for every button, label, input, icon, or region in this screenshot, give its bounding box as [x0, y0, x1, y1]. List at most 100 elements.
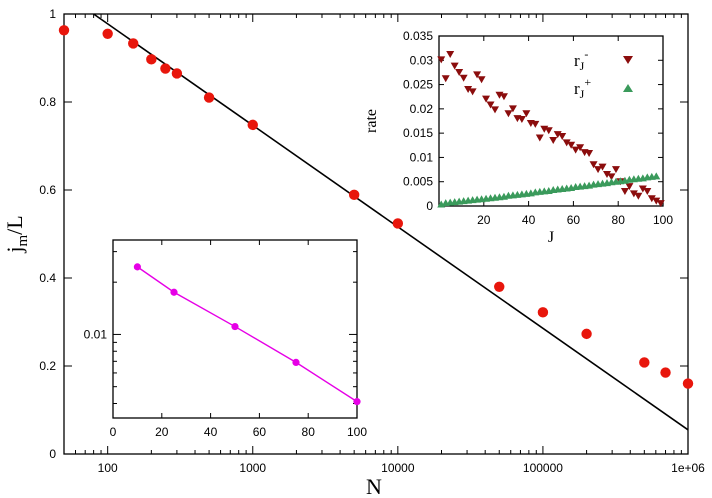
main-data-point [682, 378, 694, 389]
decay-inset-y-tick-label: 0.01 [84, 327, 108, 341]
decay-inset-point [133, 263, 141, 271]
rate-minus-point [499, 93, 508, 101]
decay-inset-x-tick-label: 20 [155, 425, 169, 439]
main-x-tick-label: 1e+06 [671, 461, 705, 475]
decay-inset-series [133, 263, 361, 406]
legend-entry-r-minus: rJ- [574, 47, 588, 73]
main-data-point [348, 189, 360, 201]
rate-minus-point [553, 131, 562, 139]
main-y-tick-label: 0.2 [39, 359, 56, 373]
legend-marker-r-minus [623, 56, 633, 64]
rate-minus-point [544, 127, 553, 135]
rate-inset-y-tick-label: 0.015 [403, 126, 433, 140]
decay-inset-x-tick-label: 80 [302, 425, 316, 439]
rate-minus-point [486, 101, 495, 109]
main-data-point [146, 54, 157, 65]
rate-minus-point [607, 173, 616, 181]
rate-minus-point [464, 85, 473, 93]
rate-inset-y-axis-label: rate [363, 109, 380, 133]
rate-inset: 20 40 60 80 100 0 0.005 0.01 0.015 0.02 0.025 0.03 0… [363, 29, 673, 246]
main-data-point [203, 92, 215, 103]
rate-inset-frame [438, 35, 664, 207]
main-x-axis-label: N [366, 474, 382, 498]
rate-minus-point [647, 195, 656, 203]
main-data-point [537, 307, 549, 318]
rate-minus-point [594, 166, 603, 174]
main-points [58, 25, 694, 389]
main-x-tick-label: 100 [98, 461, 118, 475]
main-data-point [102, 28, 113, 39]
rate-minus-point [491, 106, 499, 114]
main-data-point [392, 218, 404, 229]
rate-minus-point [652, 197, 661, 205]
rate-inset-legend: rJ- rJ+ [574, 47, 633, 101]
rate-minus-point [620, 187, 629, 195]
rate-inset-y-tick-label: 0 [426, 199, 433, 213]
rate-minus-point [576, 144, 585, 152]
rate-minus-point [473, 71, 482, 79]
rate-inset-background [439, 36, 663, 206]
main-data-point [581, 328, 592, 340]
decay-inset-point [292, 358, 300, 367]
decay-inset-ticks: 0 20 40 60 80 100 0.01 [84, 240, 367, 439]
main-y-tick-label: 0.4 [39, 271, 56, 285]
rate-inset-ticks: 20 40 60 80 100 0 0.005 0.01 0.015 0.02 0.025 0.03 0… [403, 29, 673, 227]
rate-minus-point [531, 120, 540, 128]
rate-minus-point [611, 166, 620, 174]
decay-inset-x-tick-label: 0 [110, 425, 117, 439]
rate-minus-point [504, 110, 513, 118]
rate-inset-y-tick-label: 0.025 [403, 78, 433, 92]
rate-minus-point [446, 50, 455, 58]
rate-minus-point [585, 150, 594, 158]
rate-minus-point [603, 170, 611, 178]
rate-minus-point [656, 200, 665, 208]
legend-marker-r-plus [623, 84, 633, 92]
decay-inset-point [231, 322, 239, 331]
main-y-tick-label: 0.6 [39, 183, 56, 197]
rate-minus-point [638, 185, 647, 193]
rate-inset-x-tick-label: 100 [653, 213, 673, 227]
main-y-tick-label: 1 [49, 7, 56, 21]
rate-inset-y-tick-label: 0.035 [403, 29, 433, 43]
main-plot-frame [63, 13, 689, 455]
main-data-point [247, 119, 258, 131]
decay-inset-frame [112, 239, 358, 419]
rate-minus-point [455, 68, 464, 76]
main-y-tick-label: 0 [49, 447, 56, 461]
rate-minus-point [482, 95, 491, 103]
rate-minus-point [634, 192, 643, 200]
rate-minus-point [567, 141, 576, 149]
main-y-tick-label: 0.8 [39, 95, 56, 109]
rate-inset-points [437, 50, 665, 208]
rate-minus-point [522, 110, 531, 118]
main-data-point [171, 68, 183, 79]
main-data-point [58, 25, 70, 36]
main-fit-line [93, 13, 689, 431]
rate-minus-point [571, 146, 580, 154]
rate-inset-x-axis-label: J [548, 229, 554, 246]
decay-inset-x-tick-label: 100 [347, 425, 367, 439]
main-x-tick-label: 1000 [239, 461, 266, 475]
rate-minus-point [459, 74, 468, 82]
rate-inset-x-tick-label: 40 [522, 213, 536, 227]
rate-plus-point [652, 172, 661, 180]
main-data-point [128, 38, 139, 49]
rate-inset-x-tick-label: 60 [567, 213, 581, 227]
rate-inset-y-tick-label: 0.02 [410, 102, 434, 116]
main-x-tick-label: 10000 [381, 461, 415, 475]
rate-minus-point [441, 75, 450, 83]
decay-inset-point [170, 288, 178, 296]
main-data-point [660, 367, 671, 378]
rate-minus-point [437, 56, 446, 64]
rate-minus-point [598, 163, 607, 171]
rate-inset-y-tick-label: 0.03 [410, 53, 434, 67]
rate-minus-point [535, 134, 544, 142]
decay-inset-x-tick-label: 40 [204, 425, 218, 439]
main-y-axis-label: jm/L [2, 215, 31, 253]
main-data-point [639, 357, 650, 368]
rate-minus-point [643, 187, 652, 195]
rate-minus-point [508, 105, 517, 113]
